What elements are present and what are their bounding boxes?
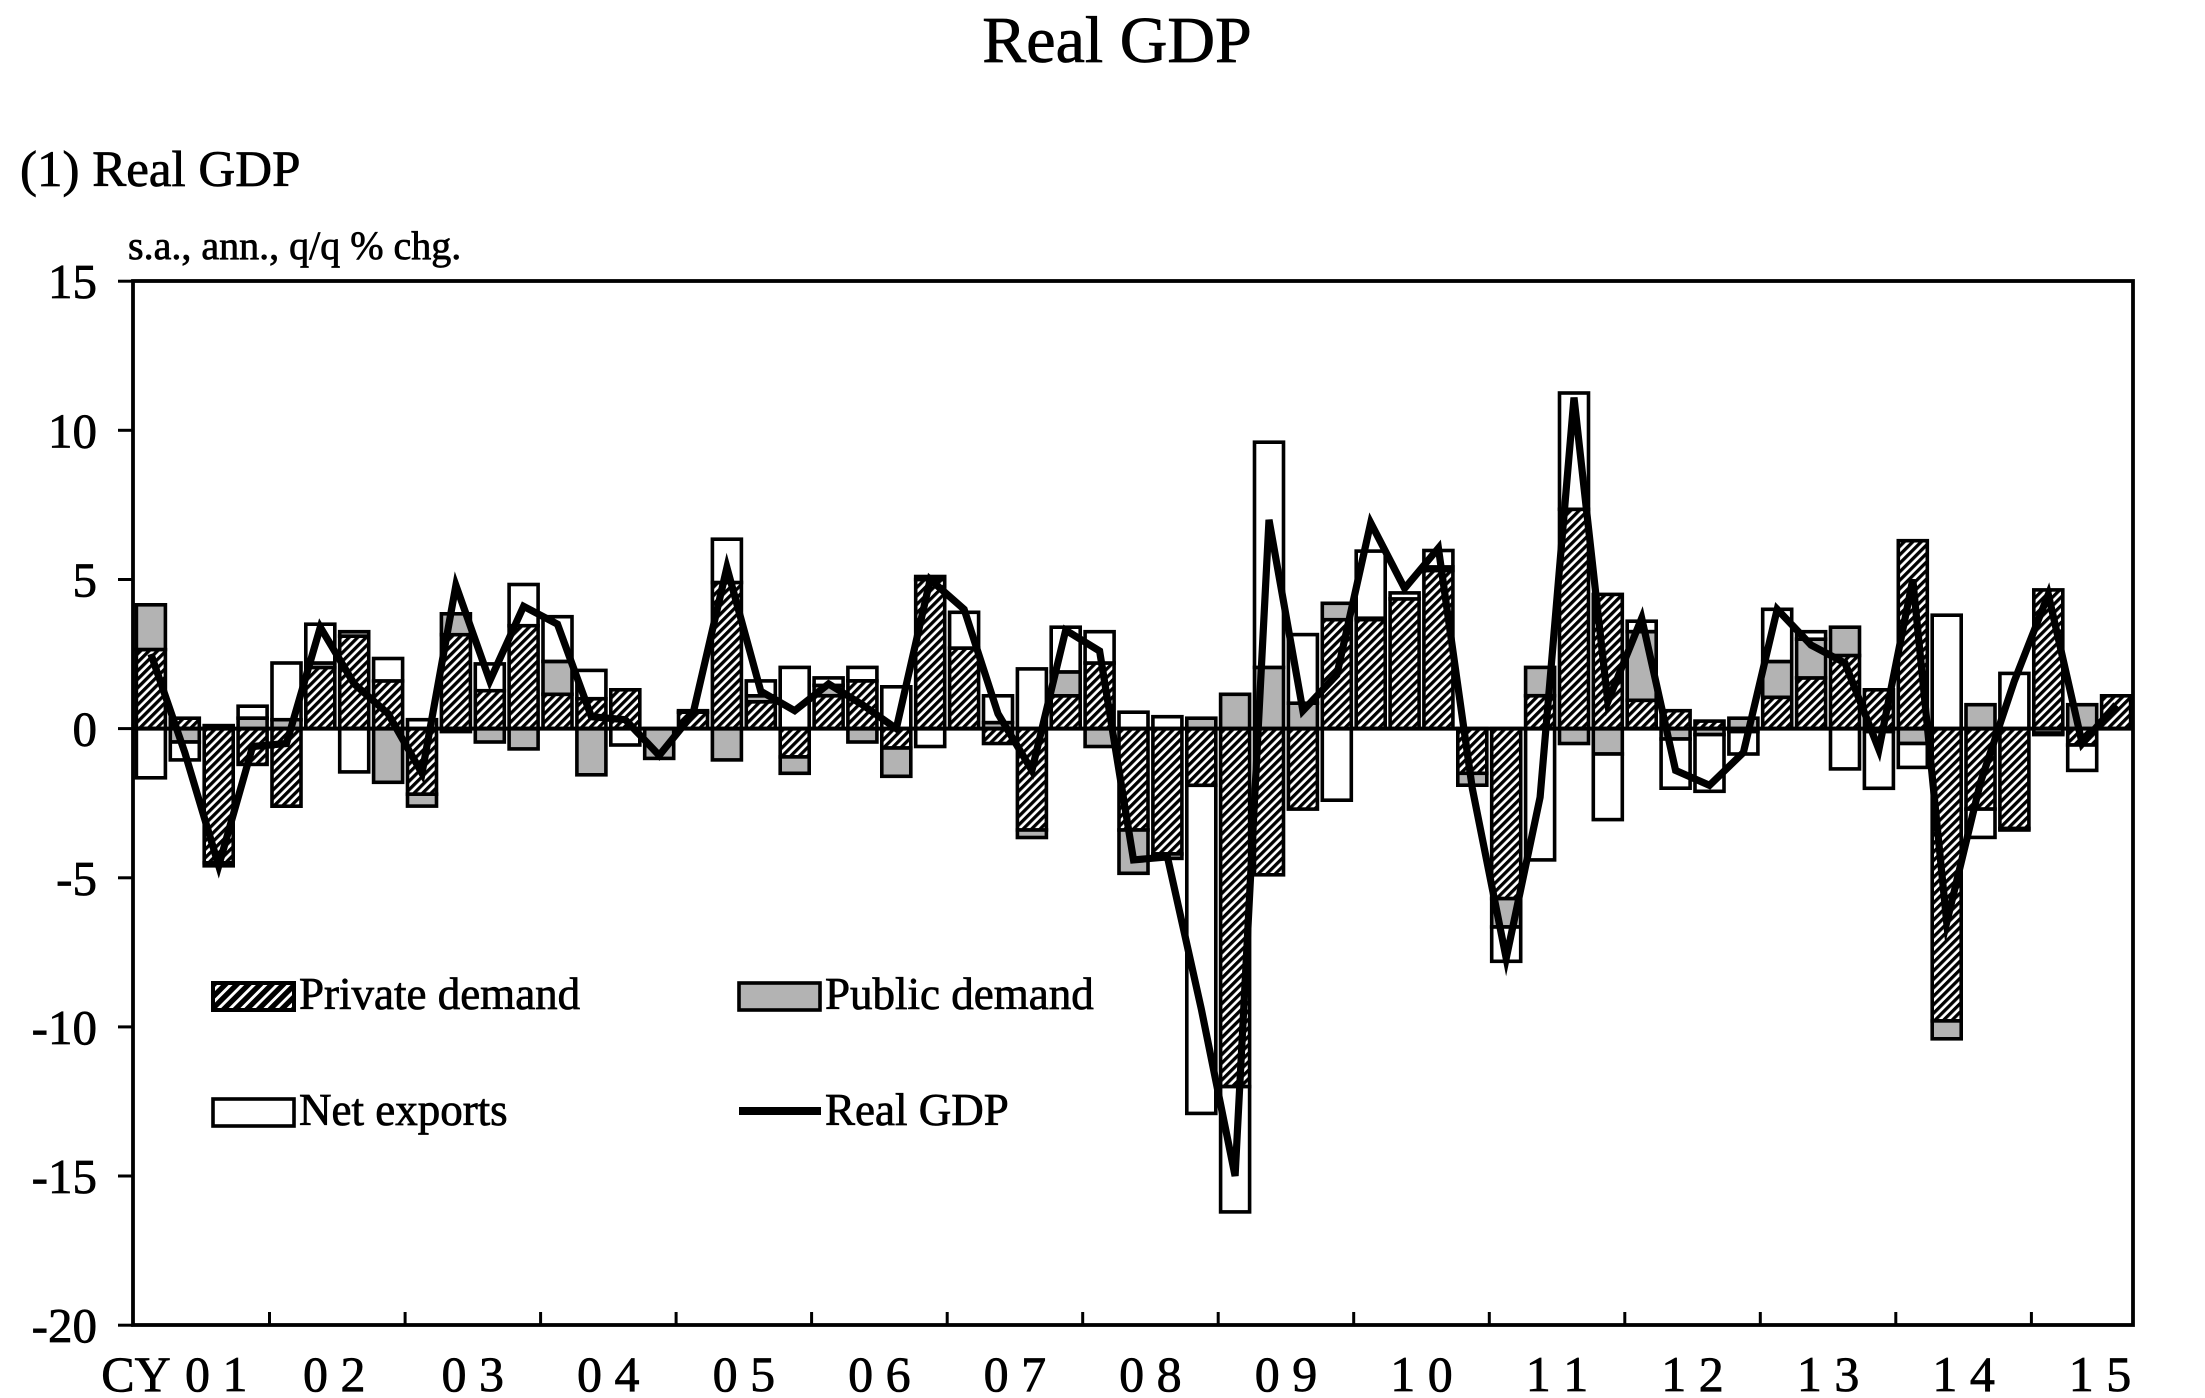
svg-text:0 3: 0 3	[442, 1346, 505, 1393]
svg-text:Net exports: Net exports	[299, 1085, 508, 1135]
svg-text:-15: -15	[32, 1149, 97, 1204]
svg-text:-5: -5	[56, 851, 97, 906]
svg-text:1 0: 1 0	[1390, 1346, 1453, 1393]
svg-text:1 3: 1 3	[1797, 1346, 1860, 1393]
svg-text:0 1: 0 1	[185, 1346, 248, 1393]
svg-text:Public demand: Public demand	[825, 969, 1094, 1019]
svg-text:0 6: 0 6	[848, 1346, 911, 1393]
svg-text:-10: -10	[32, 1000, 97, 1055]
svg-text:0 7: 0 7	[984, 1346, 1047, 1393]
svg-text:CY: CY	[101, 1346, 170, 1393]
svg-text:5: 5	[73, 553, 98, 608]
svg-text:s.a., ann., q/q % chg.: s.a., ann., q/q % chg.	[128, 223, 461, 268]
svg-text:(1) Real GDP: (1) Real GDP	[20, 142, 300, 198]
svg-text:15: 15	[48, 254, 97, 309]
svg-text:Real GDP: Real GDP	[982, 4, 1251, 77]
svg-text:Real GDP: Real GDP	[825, 1085, 1009, 1135]
svg-text:Private demand: Private demand	[299, 969, 580, 1019]
svg-text:1 5: 1 5	[2069, 1346, 2132, 1393]
svg-text:10: 10	[48, 403, 97, 458]
svg-text:0 2: 0 2	[303, 1346, 366, 1393]
svg-text:0 4: 0 4	[577, 1346, 640, 1393]
svg-text:0 9: 0 9	[1255, 1346, 1318, 1393]
svg-text:1 4: 1 4	[1932, 1346, 1995, 1393]
svg-text:0: 0	[73, 702, 98, 757]
svg-text:-20: -20	[32, 1298, 97, 1353]
svg-text:1 2: 1 2	[1661, 1346, 1724, 1393]
svg-text:0 8: 0 8	[1119, 1346, 1182, 1393]
svg-text:0 5: 0 5	[713, 1346, 776, 1393]
svg-text:1 1: 1 1	[1526, 1346, 1589, 1393]
